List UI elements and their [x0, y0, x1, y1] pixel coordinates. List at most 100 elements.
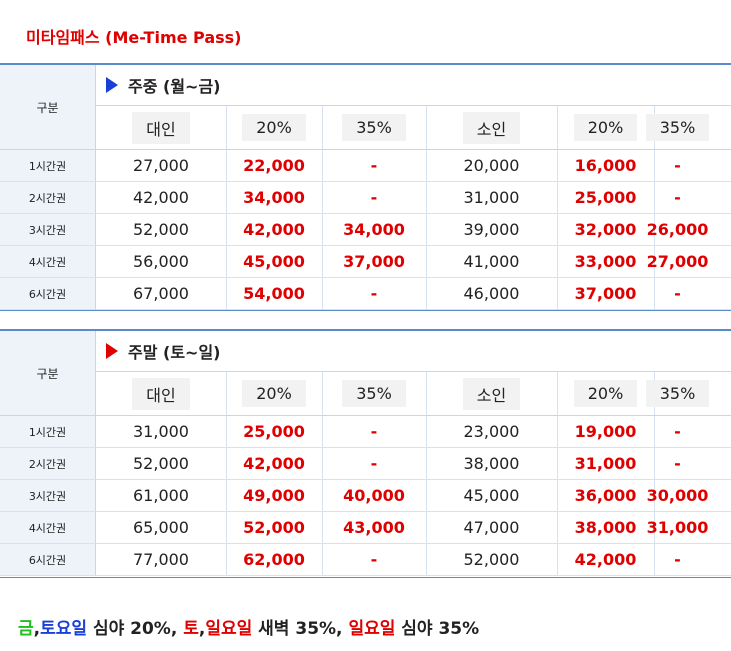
- table-cell: 52,000: [96, 214, 227, 245]
- table-cell: 32,000: [557, 214, 655, 245]
- table-cell: 54,000: [226, 278, 323, 309]
- column-header: 소인: [426, 106, 558, 149]
- table-cell: -: [624, 182, 731, 213]
- weekend-column-headers: 대인 20% 35% 소인 20% 35%: [96, 372, 731, 416]
- footer-comma: ,: [33, 619, 41, 639]
- table-cell: 34,000: [322, 214, 427, 245]
- page-title: 미타임패스 (Me-Time Pass): [26, 28, 242, 47]
- column-header: 35%: [322, 106, 427, 149]
- column-header: 35%: [624, 106, 731, 149]
- table-row: 67,000 54,000-46,000 37,000-: [96, 278, 731, 310]
- column-header-label: 35%: [645, 114, 710, 141]
- table-row: 31,000 25,000-23,000 19,000-: [96, 416, 731, 448]
- gubun-header: 구분: [0, 331, 96, 416]
- table-cell: 31,000: [557, 448, 655, 479]
- table-cell: 43,000: [322, 512, 427, 543]
- table-cell: 22,000: [226, 150, 323, 181]
- row-label: 1시간권: [0, 416, 96, 448]
- table-cell: 52,000: [226, 512, 323, 543]
- table-row: 27,000 22,000-20,000 16,000-: [96, 150, 731, 182]
- table-cell: 31,000: [96, 416, 227, 447]
- table-cell: 52,000: [426, 544, 558, 575]
- gubun-header: 구분: [0, 65, 96, 150]
- table-cell: 37,000: [322, 246, 427, 277]
- row-label: 6시간권: [0, 544, 96, 576]
- table-cell: 49,000: [226, 480, 323, 511]
- table-cell: 67,000: [96, 278, 227, 309]
- table-row: 61,000 49,000 40,000 45,000 36,000 30,000: [96, 480, 731, 512]
- footer-friday: 금: [18, 619, 34, 639]
- table-cell: -: [624, 448, 731, 479]
- column-header: 20%: [557, 106, 655, 149]
- table-cell: -: [322, 182, 427, 213]
- table-row: 65,000 52,000 43,000 47,000 38,000 31,000: [96, 512, 731, 544]
- table-cell: 26,000: [624, 214, 731, 245]
- table-cell: 33,000: [557, 246, 655, 277]
- table-cell: -: [322, 278, 427, 309]
- table-cell: 27,000: [96, 150, 227, 181]
- table-row: 52,000 42,000-38,000 31,000-: [96, 448, 731, 480]
- column-header: 대인: [96, 106, 227, 149]
- table-cell: 42,000: [557, 544, 655, 575]
- weekday-column-headers: 대인 20% 35% 소인 20% 35%: [96, 106, 731, 150]
- column-header-label: 대인: [132, 111, 190, 144]
- table-cell: -: [624, 416, 731, 447]
- table-cell: 31,000: [624, 512, 731, 543]
- table-cell: 47,000: [426, 512, 558, 543]
- table-cell: 42,000: [226, 448, 323, 479]
- column-header: 20%: [226, 372, 323, 415]
- table-cell: 23,000: [426, 416, 558, 447]
- column-header: 35%: [624, 372, 731, 415]
- weekend-table: 구분 주말 (토~일) 대인 20% 35% 소인 20% 35% 1시간권 31,000 2…: [0, 329, 731, 578]
- table-cell: 77,000: [96, 544, 227, 575]
- column-header: 35%: [322, 372, 427, 415]
- table-cell: 61,000: [96, 480, 227, 511]
- column-header-label: 20%: [573, 380, 638, 407]
- red-triangle-icon: [106, 343, 118, 359]
- column-header-label: 35%: [645, 380, 710, 407]
- column-header: 소인: [426, 372, 558, 415]
- table-cell: 42,000: [96, 182, 227, 213]
- table-cell: -: [322, 150, 427, 181]
- footer-late-night-20: 심야 20%,: [87, 619, 184, 639]
- column-header-label: 대인: [132, 377, 190, 410]
- table-row: 42,000 34,000-31,000 25,000-: [96, 182, 731, 214]
- table-row: 77,000 62,000-52,000 42,000-: [96, 544, 731, 576]
- column-header-label: 20%: [242, 380, 306, 407]
- column-header-label: 35%: [342, 114, 406, 141]
- row-label: 4시간권: [0, 246, 96, 278]
- column-header-label: 20%: [242, 114, 306, 141]
- row-label: 6시간권: [0, 278, 96, 310]
- row-label: 3시간권: [0, 214, 96, 246]
- table-cell: 38,000: [426, 448, 558, 479]
- row-label: 1시간권: [0, 150, 96, 182]
- footer-comma: ,: [198, 619, 206, 639]
- column-header: 대인: [96, 372, 227, 415]
- table-cell: 38,000: [557, 512, 655, 543]
- table-cell: 45,000: [426, 480, 558, 511]
- row-label: 3시간권: [0, 480, 96, 512]
- table-cell: 19,000: [557, 416, 655, 447]
- column-header-label: 소인: [462, 111, 521, 144]
- table-cell: 45,000: [226, 246, 323, 277]
- table-cell: 40,000: [322, 480, 427, 511]
- table-cell: 56,000: [96, 246, 227, 277]
- table-cell: 27,000: [624, 246, 731, 277]
- column-header: 20%: [226, 106, 323, 149]
- table-cell: -: [322, 448, 427, 479]
- weekday-period-header: 주중 (월~금): [96, 65, 731, 106]
- table-cell: -: [624, 150, 731, 181]
- table-cell: 25,000: [226, 416, 323, 447]
- column-header-label: 소인: [462, 377, 521, 410]
- weekend-period-label: 주말 (토~일): [128, 343, 221, 362]
- table-cell: 34,000: [226, 182, 323, 213]
- footer-dawn-35: 새벽 35%,: [252, 619, 349, 639]
- footer-saturday: 토요일: [40, 619, 88, 639]
- table-cell: 52,000: [96, 448, 227, 479]
- footer-sunday-2: 일요일: [348, 619, 396, 639]
- table-cell: -: [322, 416, 427, 447]
- column-header: 20%: [557, 372, 655, 415]
- table-cell: 25,000: [557, 182, 655, 213]
- table-cell: 20,000: [426, 150, 558, 181]
- row-label: 2시간권: [0, 182, 96, 214]
